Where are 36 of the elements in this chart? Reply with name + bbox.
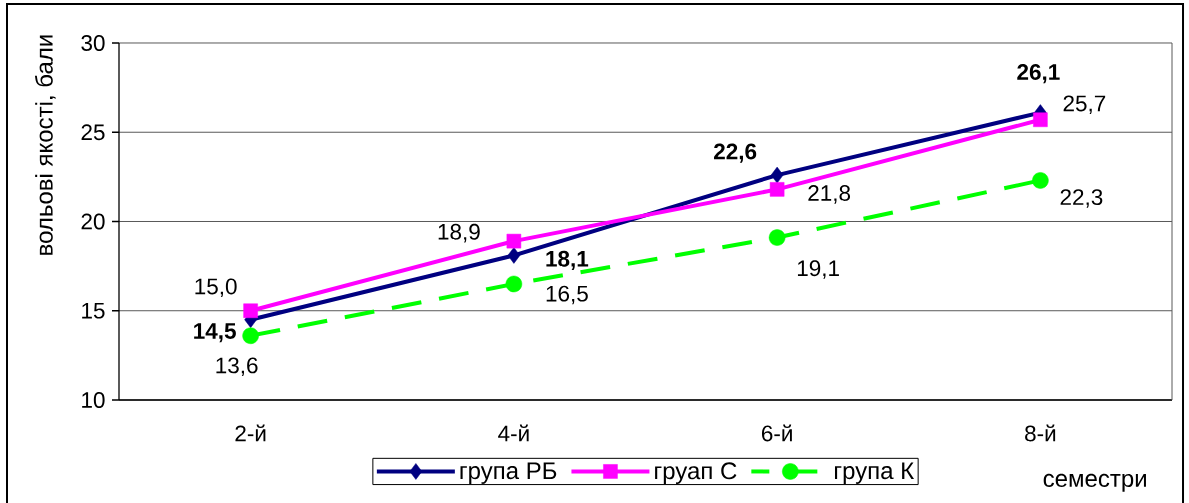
x-axis-title: семестри bbox=[1043, 473, 1146, 492]
point bbox=[1033, 112, 1048, 127]
point bbox=[506, 233, 522, 249]
point bbox=[1032, 172, 1049, 189]
point bbox=[505, 275, 523, 293]
data-label: 14,5 bbox=[194, 323, 236, 343]
data-label: 18,9 bbox=[438, 223, 480, 243]
point bbox=[768, 229, 786, 246]
y-axis-title: вольові якості, бали bbox=[34, 35, 56, 255]
y-tick-label: 25 bbox=[81, 124, 105, 141]
point bbox=[769, 182, 785, 197]
y-tick-label: 15 bbox=[82, 302, 105, 319]
legend-label: група РБ bbox=[460, 462, 557, 484]
data-label: 16,5 bbox=[546, 285, 588, 305]
x-tick-label: 2-й bbox=[235, 424, 266, 442]
data-label: 18,1 bbox=[546, 250, 589, 271]
y-tick-label: 10 bbox=[82, 392, 105, 408]
data-label: 22,3 bbox=[1060, 189, 1103, 208]
point bbox=[243, 303, 258, 318]
data-label: 25,7 bbox=[1063, 95, 1106, 115]
data-label: 15,0 bbox=[195, 278, 237, 298]
x-tick-label: 8-й bbox=[1025, 424, 1056, 442]
y-tick-label: 20 bbox=[81, 213, 105, 230]
point bbox=[770, 166, 784, 184]
legend-label: група К bbox=[835, 462, 915, 484]
data-label: 26,1 bbox=[1017, 64, 1060, 84]
data-label: 21,8 bbox=[808, 185, 851, 204]
point bbox=[507, 247, 521, 264]
data-label: 19,1 bbox=[797, 260, 839, 279]
data-label: 13,6 bbox=[216, 357, 258, 377]
data-label: 22,6 bbox=[714, 143, 757, 163]
x-tick-label: 4-й bbox=[498, 424, 529, 442]
x-tick-label: 6-й bbox=[761, 424, 792, 442]
legend-label: груап С bbox=[655, 462, 737, 485]
point bbox=[242, 327, 259, 344]
y-tick-label: 30 bbox=[81, 35, 105, 51]
